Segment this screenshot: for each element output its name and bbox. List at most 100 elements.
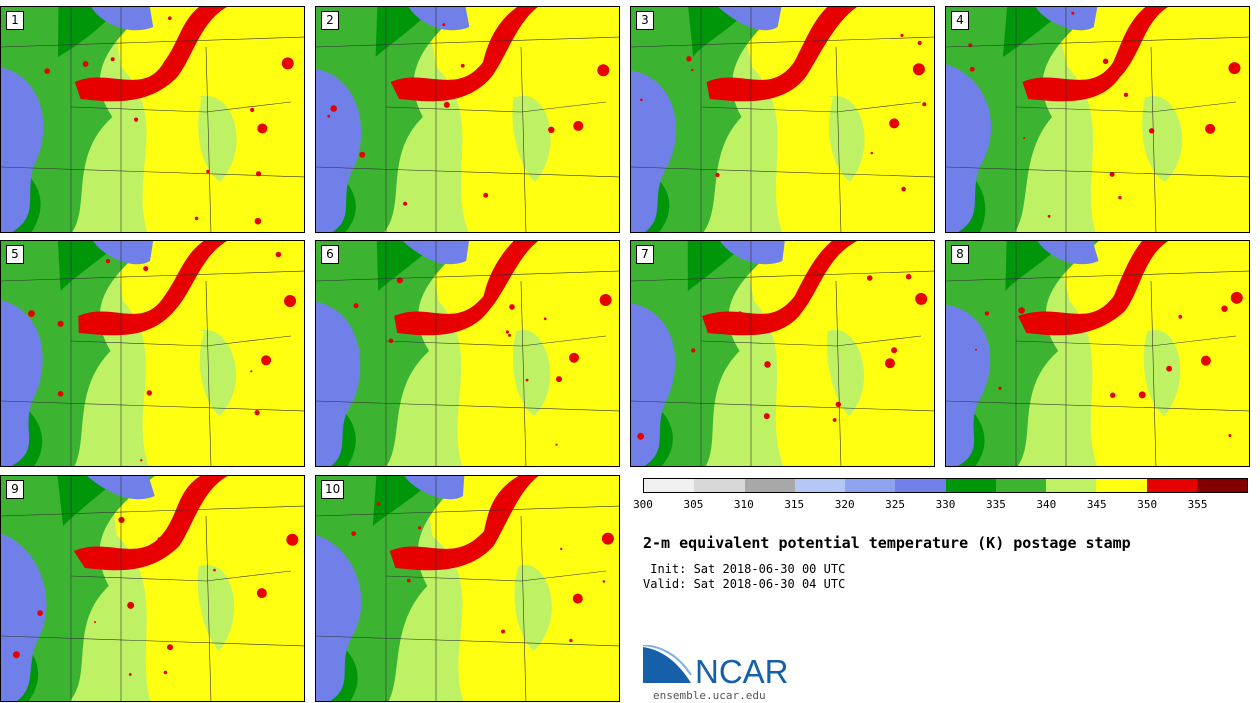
panel-2: 2 bbox=[315, 6, 620, 233]
state-border bbox=[1, 36, 304, 48]
theta-e-region bbox=[255, 171, 262, 177]
theta-e-region bbox=[889, 118, 900, 129]
colorbar-tick-label: 320 bbox=[834, 498, 855, 511]
theta-e-region bbox=[411, 91, 418, 98]
theta-e-region bbox=[720, 241, 785, 265]
theta-e-region bbox=[631, 7, 780, 232]
theta-e-region bbox=[442, 23, 446, 27]
colorbar-segment bbox=[744, 479, 795, 492]
state-border bbox=[316, 36, 619, 48]
theta-e-region bbox=[213, 568, 216, 572]
theta-e-region bbox=[969, 66, 975, 72]
colorbar-tick-label: 340 bbox=[1036, 498, 1057, 511]
theta-e-region bbox=[163, 670, 168, 675]
theta-e-region bbox=[1037, 241, 1099, 265]
theta-e-region bbox=[901, 186, 906, 192]
theta-e-region bbox=[631, 70, 676, 232]
colorbar-tick-label: 325 bbox=[885, 498, 906, 511]
theta-e-region bbox=[706, 7, 857, 102]
theta-e-region bbox=[1047, 214, 1051, 218]
theta-e-region bbox=[915, 292, 928, 305]
theta-e-region bbox=[28, 310, 35, 317]
theta-e-region bbox=[167, 644, 173, 651]
theta-e-region bbox=[1, 533, 47, 701]
theta-e-region bbox=[1110, 392, 1116, 398]
theta-e-region bbox=[407, 578, 411, 583]
panel-8: 8 bbox=[945, 240, 1250, 467]
logo-url: ensemble.ucar.edu bbox=[653, 689, 766, 702]
theta-e-region bbox=[637, 432, 644, 440]
theta-e-region bbox=[1017, 241, 1169, 336]
theta-e-region bbox=[1022, 7, 1169, 102]
colorbar-segment bbox=[794, 479, 845, 492]
colorbar-segment bbox=[845, 479, 896, 492]
theta-e-region bbox=[143, 266, 149, 272]
theta-e-region bbox=[118, 516, 125, 523]
panel-number: 8 bbox=[951, 245, 969, 264]
theta-e-region bbox=[250, 107, 255, 112]
panel-10: 10 bbox=[315, 475, 620, 702]
panel-number: 3 bbox=[636, 11, 654, 30]
theta-e-region bbox=[884, 358, 895, 369]
theta-e-region bbox=[140, 459, 143, 462]
logo-wordmark: NCAR bbox=[695, 653, 789, 690]
colorbar-segment bbox=[945, 479, 996, 492]
theta-e-region bbox=[505, 330, 509, 334]
theta-e-region bbox=[389, 476, 539, 571]
theta-e-region bbox=[1023, 137, 1026, 139]
theta-e-region bbox=[828, 95, 865, 182]
theta-e-region bbox=[702, 241, 858, 336]
theta-e-region bbox=[1102, 58, 1109, 65]
theta-e-region bbox=[73, 476, 228, 571]
theta-e-region bbox=[509, 304, 515, 310]
state-border bbox=[70, 101, 292, 113]
theta-e-region bbox=[44, 68, 51, 74]
state-border bbox=[631, 36, 934, 48]
state-border bbox=[385, 101, 607, 113]
theta-e-region bbox=[197, 95, 237, 182]
colorbar-segment bbox=[895, 479, 946, 492]
theta-e-region bbox=[691, 68, 694, 72]
state-border bbox=[1, 505, 304, 517]
state-border bbox=[946, 166, 1249, 178]
theta-e-region bbox=[737, 311, 743, 316]
state-border bbox=[520, 515, 527, 701]
state-border bbox=[946, 36, 1249, 48]
theta-e-region bbox=[37, 610, 43, 616]
theta-e-map bbox=[316, 476, 619, 701]
theta-e-region bbox=[110, 57, 115, 62]
theta-e-region bbox=[835, 401, 841, 407]
theta-e-region bbox=[572, 593, 583, 604]
theta-e-region bbox=[597, 64, 610, 77]
theta-e-region bbox=[250, 370, 253, 373]
theta-e-region bbox=[1228, 62, 1241, 75]
theta-e-region bbox=[327, 114, 331, 118]
theta-e-region bbox=[998, 386, 1002, 390]
state-border bbox=[700, 335, 922, 347]
state-border bbox=[70, 335, 292, 347]
theta-e-map bbox=[1, 7, 304, 232]
init-time: Init: Sat 2018-06-30 00 UTC bbox=[643, 562, 846, 576]
theta-e-region bbox=[194, 216, 199, 221]
theta-e-region bbox=[281, 57, 294, 70]
panel-number: 10 bbox=[321, 480, 345, 499]
colorbar bbox=[643, 478, 1248, 493]
theta-e-region bbox=[1221, 305, 1228, 312]
colorbar-segment bbox=[1146, 479, 1197, 492]
theta-e-region bbox=[1, 476, 155, 701]
logo-swoosh-accent bbox=[643, 645, 692, 676]
state-border bbox=[316, 166, 619, 178]
theta-e-region bbox=[168, 16, 172, 20]
theta-e-region bbox=[599, 293, 612, 306]
theta-e-region bbox=[1142, 95, 1183, 182]
theta-e-region bbox=[128, 673, 132, 676]
theta-e-region bbox=[127, 601, 135, 609]
colorbar-tick-label: 350 bbox=[1137, 498, 1158, 511]
theta-e-region bbox=[316, 301, 361, 466]
state-border bbox=[205, 46, 212, 232]
theta-e-region bbox=[1200, 355, 1211, 366]
colorbar-segment bbox=[1046, 479, 1097, 492]
panel-1: 1 bbox=[0, 6, 305, 233]
state-border bbox=[946, 270, 1249, 282]
theta-e-region bbox=[157, 537, 161, 541]
